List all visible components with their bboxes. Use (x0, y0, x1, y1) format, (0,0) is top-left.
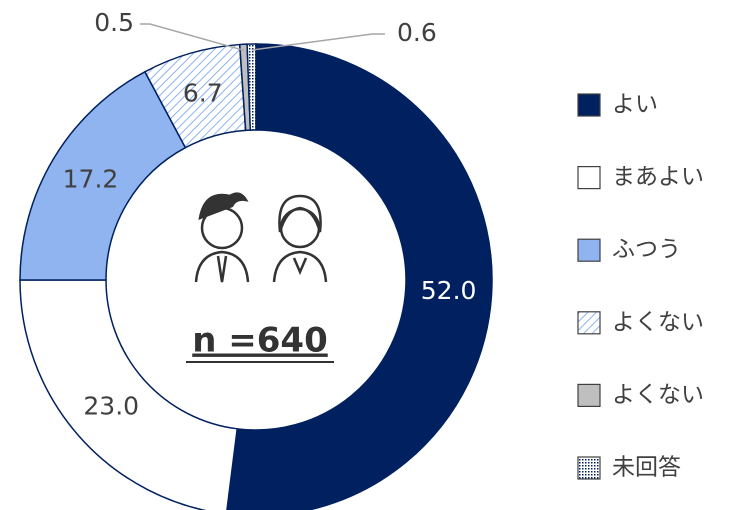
slices (19, 43, 493, 510)
slice (246, 43, 257, 131)
leader-line (140, 23, 244, 52)
legend-swatch (577, 311, 601, 335)
legend-swatch (577, 238, 601, 262)
legend-label: よい (612, 92, 658, 118)
people-icon (194, 192, 328, 283)
legend-label: まあよい (612, 164, 704, 190)
legend-label: ふつう (612, 237, 681, 263)
legend-swatch (577, 456, 601, 480)
center-label: n =640 (192, 321, 328, 361)
data-label: 6.7 (183, 78, 223, 107)
legend-swatch (577, 383, 601, 407)
legend-swatch (577, 166, 601, 190)
slice (19, 279, 239, 510)
legend-label: よくない (612, 309, 704, 335)
legend-swatch (577, 93, 601, 117)
data-label: 0.6 (397, 18, 437, 47)
data-label: 23.0 (83, 392, 139, 421)
data-label: 17.2 (63, 165, 119, 194)
data-label: 0.5 (94, 8, 134, 37)
legend-label: よくない (612, 382, 704, 408)
legend-label: 未回答 (612, 455, 681, 481)
data-label: 52.0 (421, 276, 477, 305)
slice (226, 43, 493, 510)
leader-line (251, 33, 385, 51)
